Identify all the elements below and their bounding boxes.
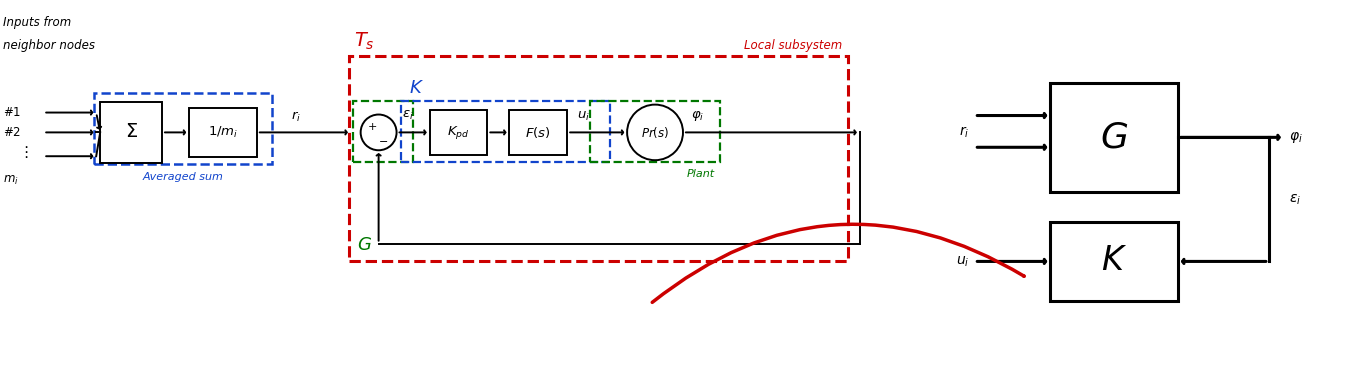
Text: Averaged sum: Averaged sum bbox=[143, 172, 223, 182]
Text: $1/m_i$: $1/m_i$ bbox=[208, 125, 238, 140]
Text: $G$: $G$ bbox=[1100, 120, 1128, 154]
Text: $K$: $K$ bbox=[408, 79, 424, 97]
Text: $\#2$: $\#2$ bbox=[4, 126, 22, 139]
Text: $\Sigma$: $\Sigma$ bbox=[124, 124, 138, 141]
FancyBboxPatch shape bbox=[100, 102, 162, 163]
Text: $u_i$: $u_i$ bbox=[957, 254, 970, 269]
Text: $G$: $G$ bbox=[357, 236, 372, 255]
Text: $\varepsilon_i$: $\varepsilon_i$ bbox=[1289, 192, 1301, 206]
Text: $T_s$: $T_s$ bbox=[354, 31, 374, 52]
Text: Inputs from: Inputs from bbox=[4, 16, 72, 29]
Text: −: − bbox=[378, 137, 388, 147]
Text: $F(s)$: $F(s)$ bbox=[526, 125, 551, 140]
Text: $\vdots$: $\vdots$ bbox=[18, 144, 28, 160]
Text: neighbor nodes: neighbor nodes bbox=[4, 39, 96, 52]
Text: $\#1$: $\#1$ bbox=[4, 106, 22, 119]
Text: $K_{pd}$: $K_{pd}$ bbox=[447, 124, 470, 141]
Text: Plant: Plant bbox=[686, 169, 715, 179]
Text: +: + bbox=[367, 122, 377, 132]
Text: $r_i$: $r_i$ bbox=[959, 125, 970, 140]
Text: $u_i$: $u_i$ bbox=[577, 110, 590, 124]
Text: $\varphi_i$: $\varphi_i$ bbox=[690, 110, 704, 124]
Text: $m_i$: $m_i$ bbox=[4, 174, 19, 186]
Text: $Pr(s)$: $Pr(s)$ bbox=[640, 125, 669, 140]
FancyBboxPatch shape bbox=[1050, 83, 1178, 192]
Text: $K$: $K$ bbox=[1101, 245, 1127, 278]
FancyArrowPatch shape bbox=[653, 224, 1024, 302]
FancyBboxPatch shape bbox=[189, 108, 257, 157]
Circle shape bbox=[361, 115, 397, 150]
Text: $\varepsilon_i$: $\varepsilon_i$ bbox=[401, 110, 413, 122]
FancyBboxPatch shape bbox=[509, 110, 567, 155]
Text: Local subsystem: Local subsystem bbox=[744, 39, 843, 52]
FancyBboxPatch shape bbox=[1050, 222, 1178, 301]
Text: $r_i$: $r_i$ bbox=[290, 110, 301, 124]
Text: $\varphi_i$: $\varphi_i$ bbox=[1289, 130, 1302, 145]
Circle shape bbox=[627, 105, 684, 160]
FancyBboxPatch shape bbox=[430, 110, 488, 155]
